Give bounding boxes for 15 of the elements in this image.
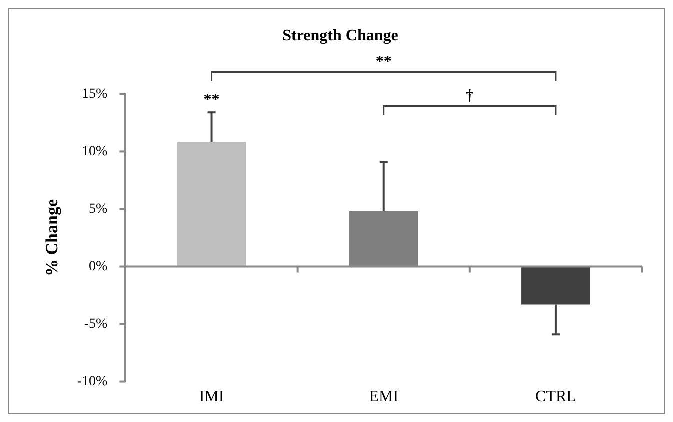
x-tick-label: EMI <box>369 388 399 406</box>
y-tick-label: -10% <box>77 374 108 390</box>
y-tick-label: -5% <box>84 316 108 332</box>
bar <box>177 142 246 267</box>
x-tick-label: CTRL <box>536 388 576 406</box>
y-tick-label: 15% <box>82 86 108 102</box>
annotation: ** <box>204 92 220 109</box>
y-axis-title: % Change <box>42 199 62 276</box>
x-tick-label: IMI <box>199 388 224 406</box>
y-tick-label: 0% <box>89 259 108 274</box>
y-tick-label: 5% <box>89 202 108 217</box>
text: ** <box>376 53 392 70</box>
chart-title: Strength Change <box>282 28 398 45</box>
annotation: † <box>466 87 474 104</box>
y-tick-label: 10% <box>82 144 108 160</box>
